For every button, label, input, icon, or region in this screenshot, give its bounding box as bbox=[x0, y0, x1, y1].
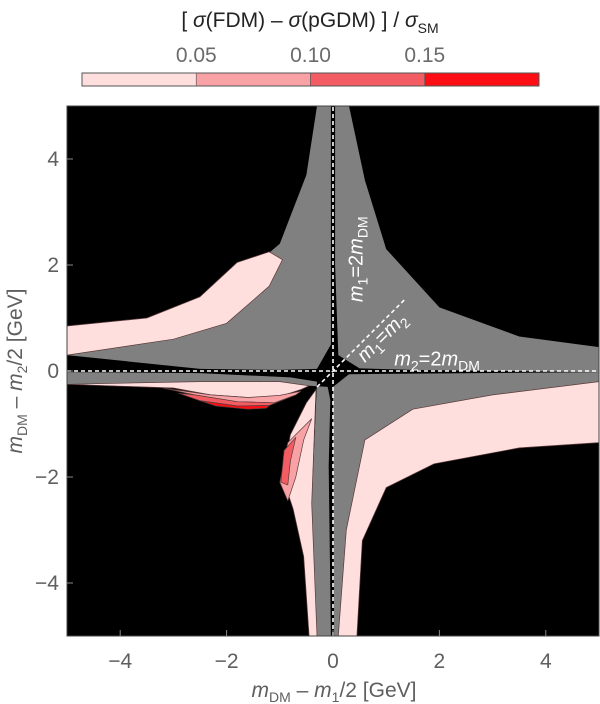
x-tick-label: 2 bbox=[434, 650, 446, 673]
y-tick-label: 2 bbox=[47, 254, 59, 277]
region-red-lower-left-band-3 bbox=[199, 400, 270, 410]
y-tick-label: −2 bbox=[35, 466, 59, 489]
colorbar-title: [ σ(FDM) – σ(pGDM) ] / σSM bbox=[181, 9, 438, 36]
colorbar-bin-3 bbox=[310, 72, 426, 87]
region-pink-upper-left-band bbox=[67, 251, 283, 356]
x-axis-title: mDM – m1/2 [GeV] bbox=[252, 679, 417, 704]
colorbar-tick-label: 0.15 bbox=[404, 44, 445, 67]
y-axis: −4 −2 0 2 4 bbox=[35, 148, 73, 595]
region-gray-lower-right-arm bbox=[333, 372, 599, 636]
x-tick-label: −2 bbox=[215, 650, 239, 673]
y-tick-label: 4 bbox=[47, 148, 59, 171]
colorbar: [ σ(FDM) – σ(pGDM) ] / σSM 0.05 0.10 0.15 bbox=[81, 9, 540, 87]
colorbar-tick-label: 0.10 bbox=[290, 44, 331, 67]
y-axis-title: mDM – m2/2 [GeV] bbox=[4, 289, 30, 454]
colorbar-frame bbox=[81, 72, 540, 87]
region-gray-upper-left-arm bbox=[67, 106, 331, 370]
colorbar-bin-2 bbox=[195, 72, 311, 87]
colorbar-bin-1 bbox=[81, 72, 197, 87]
annot-m1-m2: m1=m2 bbox=[353, 308, 414, 369]
annot-m2-2mdm: m2=2mDM bbox=[394, 349, 480, 374]
annot-m1-2mdm: m1=2mDM bbox=[345, 216, 370, 302]
region-pink-lower-right-band bbox=[337, 381, 599, 636]
x-tick-label: 4 bbox=[540, 650, 552, 673]
x-tick-label: 0 bbox=[327, 650, 339, 673]
colorbar-bin-4 bbox=[424, 72, 540, 87]
y-tick-label: 0 bbox=[47, 360, 59, 383]
x-tick-label: −4 bbox=[108, 650, 132, 673]
region-red-lower-spike-2 bbox=[280, 436, 297, 486]
x-axis: −4 −2 0 2 4 bbox=[108, 630, 552, 673]
y-tick-label: −4 bbox=[35, 572, 59, 595]
region-gray-upper-right-arm bbox=[335, 106, 599, 373]
colorbar-tick-label: 0.05 bbox=[176, 44, 217, 67]
